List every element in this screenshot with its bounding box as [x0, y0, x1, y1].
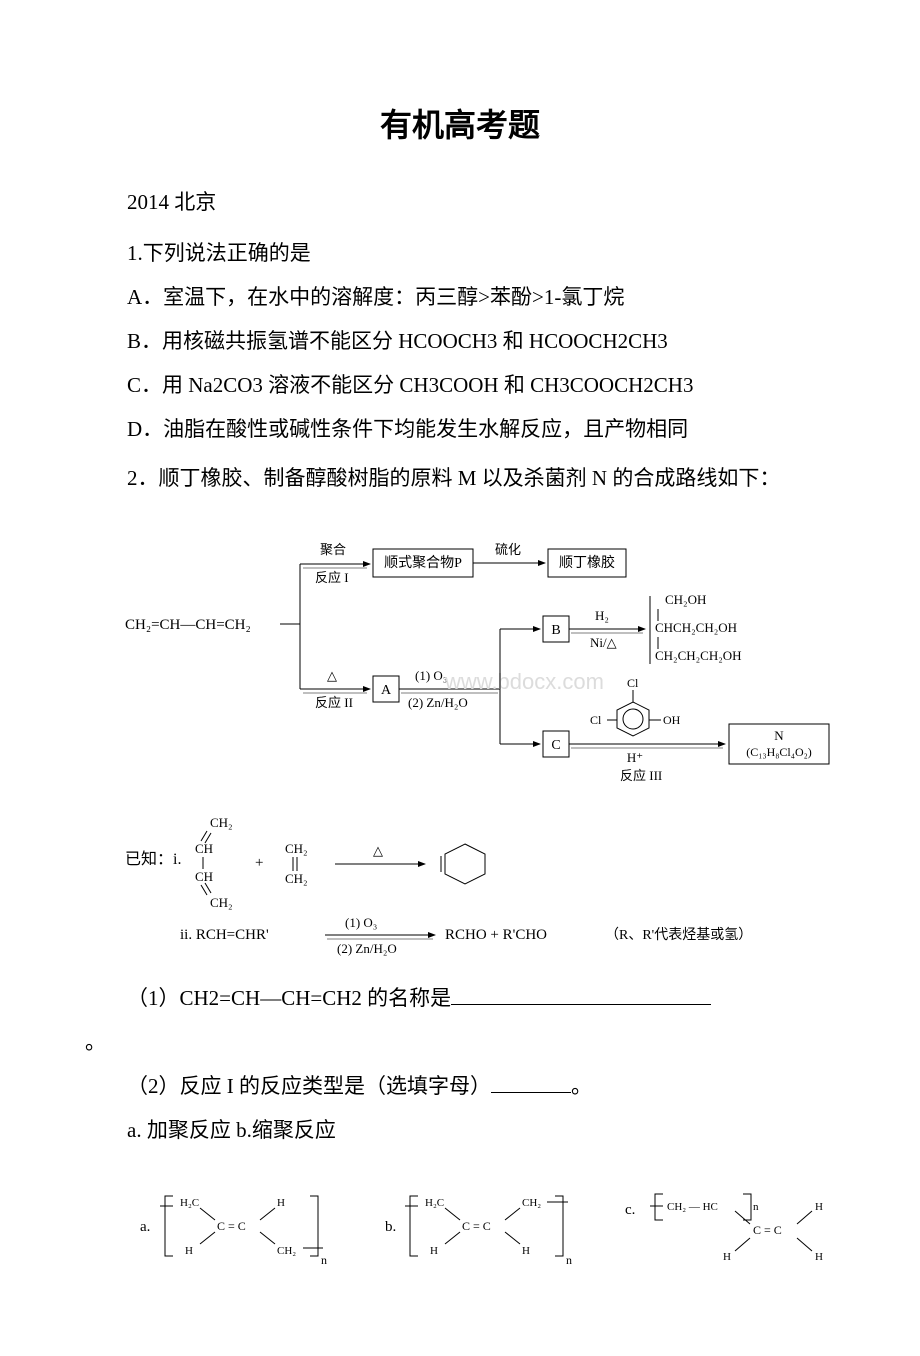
year-label: 2014 北京: [85, 186, 835, 216]
box-b: B: [551, 623, 560, 638]
scheme-svg: CH₂=CH—CH=CH₂ 聚合 反应 I 顺式聚合物P 硫化 顺丁橡胶 △ 反…: [125, 524, 845, 784]
c-n: n: [753, 1201, 759, 1213]
r1-top: 聚合: [320, 542, 346, 557]
cl1-label: Cl: [627, 676, 639, 690]
diene-4: CH₂: [210, 895, 233, 910]
diene-1: CH₂: [210, 815, 233, 830]
a-cc: C = C: [217, 1219, 246, 1233]
ii-label: ii. RCH=CHR': [180, 927, 269, 943]
diene-3: CH: [195, 869, 213, 884]
ene-1: CH₂: [285, 841, 308, 856]
ene-2: CH₂: [285, 871, 308, 886]
triol-3: CH₂CH₂CH₂OH: [655, 648, 742, 663]
q1-stem: 1.下列说法正确的是: [85, 234, 835, 274]
c-h2: H: [815, 1201, 823, 1213]
r1-bottom: 反应 I: [315, 570, 349, 585]
triol-1: CH₂OH: [665, 592, 706, 607]
polymer-svg: a. H₂C C = C H H CH₂ n b. H₂C C = C H CH…: [125, 1176, 845, 1276]
opt-c-label: c.: [625, 1202, 635, 1218]
watermark-text: www.bdocx.com: [444, 669, 604, 694]
plus-sign: +: [255, 855, 263, 871]
blank-2: [491, 1072, 571, 1093]
n-formula: (C₁₃H₈Cl₄O₂): [746, 745, 812, 759]
q2-sub2-options: a. 加聚反应 b.缩聚反应: [85, 1111, 835, 1151]
q1-option-c: C．用 Na2CO3 溶液不能区分 CH3COOH 和 CH3COOCH2CH3: [85, 366, 835, 406]
r2-bottom: 反应 II: [315, 695, 353, 710]
rubber-box: 顺丁橡胶: [559, 554, 615, 571]
polymer-options-diagram: a. H₂C C = C H H CH₂ n b. H₂C C = C H CH…: [125, 1176, 835, 1276]
c-h1: H: [723, 1251, 731, 1263]
q2-sub1-text: （1）CH2=CH—CH=CH2 的名称是: [127, 986, 451, 1010]
b-n: n: [566, 1253, 572, 1267]
opt-a-label: a.: [140, 1219, 150, 1235]
delta-label: △: [373, 843, 383, 858]
b-ch2: CH₂: [522, 1197, 541, 1209]
page-title: 有机高考题: [85, 100, 835, 146]
q2-sub1: （1）CH2=CH—CH=CH2 的名称是: [85, 979, 835, 1019]
a-h: H: [185, 1245, 193, 1257]
a-h2c: H₂C: [180, 1197, 199, 1209]
known-reactions-diagram: 已知：i. CH₂ CH CH CH₂ + CH₂ CH₂ △ ii. RCH=…: [125, 809, 835, 959]
ii-bottom: (2) Zn/H₂O: [337, 941, 397, 956]
start-compound: CH₂=CH—CH=CH₂: [125, 617, 251, 633]
q2-sub2-text: （2）反应 I 的反应类型是（选填字母）: [127, 1074, 491, 1098]
known-svg: 已知：i. CH₂ CH CH CH₂ + CH₂ CH₂ △ ii. RCH=…: [125, 809, 825, 959]
box-a: A: [381, 683, 392, 698]
oh-label: OH: [663, 713, 681, 727]
r2-top: △: [327, 668, 337, 683]
b-h2: H: [522, 1245, 530, 1257]
q1-option-d: D．油脂在酸性或碱性条件下均能发生水解反应，且产物相同: [85, 410, 835, 450]
ii-top: (1) O₃: [345, 915, 377, 930]
b-h: H: [430, 1245, 438, 1257]
ii-note: （R、R'代表烃基或氢）: [605, 926, 752, 943]
synthesis-scheme-diagram: CH₂=CH—CH=CH₂ 聚合 反应 I 顺式聚合物P 硫化 顺丁橡胶 △ 反…: [125, 524, 835, 784]
hplus-label: H⁺: [627, 750, 643, 765]
a-n: n: [321, 1253, 327, 1267]
q2-sub2: （2）反应 I 的反应类型是（选填字母） 。: [85, 1067, 835, 1107]
ii-prod: RCHO + R'CHO: [445, 927, 547, 943]
n-label: N: [774, 728, 784, 743]
o3-top: (1) O₃: [415, 668, 447, 683]
cl2-label: Cl: [590, 713, 602, 727]
r3-label: 反应 III: [620, 768, 662, 783]
box-p: 顺式聚合物P: [384, 555, 462, 571]
triol-2: CHCH₂CH₂OH: [655, 620, 737, 635]
q2-sub2-end: 。: [571, 1074, 592, 1098]
a-ch2: CH₂: [277, 1245, 296, 1257]
b-h2c: H₂C: [425, 1197, 444, 1209]
sulfur-label: 硫化: [495, 542, 521, 557]
h2-top: H₂: [595, 608, 609, 623]
q2-sub1-end: 。: [85, 1023, 835, 1063]
c-ch2hc: CH₂ — HC: [667, 1201, 718, 1213]
diene-2: CH: [195, 841, 213, 856]
q1-option-b: B．用核磁共振氢谱不能区分 HCOOCH3 和 HCOOCH2CH3: [85, 322, 835, 362]
opt-b-label: b.: [385, 1219, 396, 1235]
c-cc: C = C: [753, 1223, 782, 1237]
a-h2: H: [277, 1197, 285, 1209]
blank-1: [451, 984, 711, 1005]
known-label: 已知：i.: [125, 850, 181, 868]
c-h3: H: [815, 1251, 823, 1263]
box-c: C: [551, 738, 560, 753]
o3-bottom: (2) Zn/H₂O: [408, 695, 468, 710]
q2-stem: 2．顺丁橡胶、制备醇酸树脂的原料 M 以及杀菌剂 N 的合成路线如下：: [85, 459, 835, 499]
q1-option-a: A．室温下，在水中的溶解度：丙三醇>苯酚>1-氯丁烷: [85, 278, 835, 318]
h2-bottom: Ni/△: [590, 635, 617, 650]
b-cc: C = C: [462, 1219, 491, 1233]
